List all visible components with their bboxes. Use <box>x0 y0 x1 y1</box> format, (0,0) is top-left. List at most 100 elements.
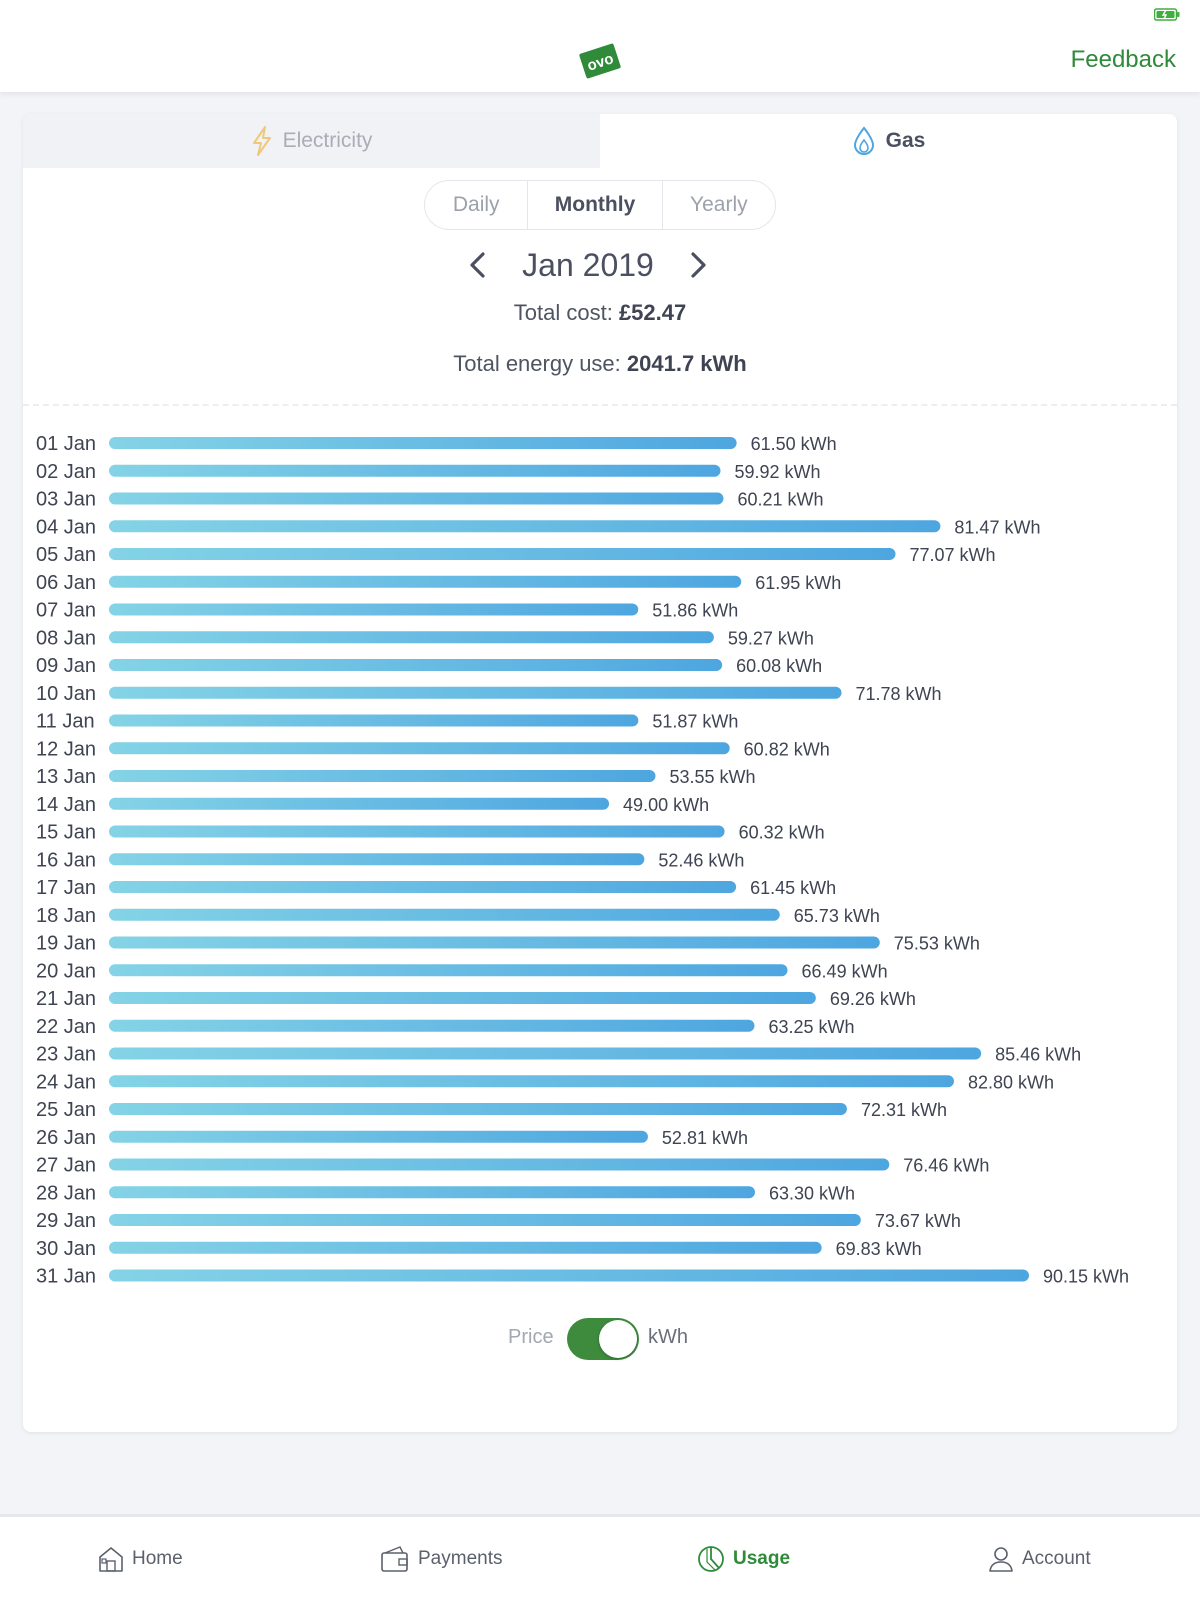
usage-bar[interactable] <box>109 881 737 893</box>
price-kwh-toggle[interactable] <box>567 1318 639 1360</box>
usage-bar[interactable] <box>109 853 645 866</box>
bar-value-label: 76.46 kWh <box>903 1156 989 1176</box>
usage-bar[interactable] <box>109 714 639 727</box>
lightning-icon <box>252 126 271 156</box>
total-energy: Total energy use: 2041.7 kWh <box>23 351 1177 377</box>
usage-bar[interactable] <box>109 1214 861 1226</box>
bar-category-label: 27 Jan <box>36 1155 96 1177</box>
nav-account[interactable]: Account <box>988 1517 1091 1600</box>
tab-daily[interactable]: Daily <box>452 193 500 216</box>
bar-category-label: 14 Jan <box>36 794 96 816</box>
wallet-icon <box>381 1545 408 1572</box>
bar-value-label: 81.47 kWh <box>954 517 1040 537</box>
usage-bar[interactable] <box>109 1269 1029 1282</box>
usage-bar[interactable] <box>109 603 639 616</box>
usage-bar[interactable] <box>109 437 737 449</box>
usage-bar[interactable] <box>109 492 724 505</box>
bar-value-label: 52.81 kWh <box>662 1128 748 1148</box>
bar-category-label: 18 Jan <box>36 905 96 927</box>
toggle-price-label: Price <box>508 1326 554 1348</box>
nav-payments-label: Payments <box>418 1547 503 1569</box>
bar-value-label: 75.53 kWh <box>894 934 980 954</box>
daily-usage-chart: 01 Jan 61.50 kWh 02 Jan 59.92 kWh 03 Jan 60.2… <box>36 433 1129 1288</box>
nav-usage-label: Usage <box>733 1547 791 1569</box>
person-icon <box>989 1546 1013 1572</box>
bar-category-label: 20 Jan <box>36 960 96 982</box>
bar-category-label: 08 Jan <box>36 627 96 649</box>
bar-category-label: 23 Jan <box>36 1044 96 1066</box>
usage-bar[interactable] <box>109 1158 890 1171</box>
usage-bar[interactable] <box>109 464 721 477</box>
bar-value-label: 59.92 kWh <box>734 462 820 482</box>
bar-category-label: 09 Jan <box>36 655 96 677</box>
divider <box>23 404 1177 406</box>
chevron-left-icon[interactable] <box>464 250 492 280</box>
bar-value-label: 85.46 kWh <box>995 1045 1081 1065</box>
bar-category-label: 25 Jan <box>36 1099 96 1121</box>
tab-monthly[interactable]: Monthly <box>527 181 663 229</box>
bar-value-label: 90.15 kWh <box>1043 1267 1129 1287</box>
bar-value-label: 66.49 kWh <box>802 961 888 981</box>
tab-yearly[interactable]: Yearly <box>690 193 748 216</box>
bar-value-label: 63.25 kWh <box>768 1017 854 1037</box>
nav-payments[interactable]: Payments <box>380 1517 502 1600</box>
tab-gas[interactable]: Gas <box>600 114 1177 168</box>
usage-bar[interactable] <box>109 1019 755 1032</box>
nav-home[interactable]: Home <box>98 1517 183 1600</box>
usage-bar[interactable] <box>109 908 780 921</box>
usage-bar[interactable] <box>109 992 816 1004</box>
bar-category-label: 03 Jan <box>36 489 96 511</box>
bar-value-label: 60.08 kWh <box>736 656 822 676</box>
total-cost: Total cost: £52.47 <box>23 300 1177 326</box>
usage-bar[interactable] <box>109 1075 954 1088</box>
fuel-tabs: Electricity Gas <box>23 114 1177 168</box>
bar-category-label: 19 Jan <box>36 933 96 955</box>
usage-bar[interactable] <box>109 575 742 588</box>
bar-value-label: 51.87 kWh <box>652 712 738 732</box>
bar-value-label: 51.86 kWh <box>652 601 738 621</box>
total-energy-label: Total energy use: <box>453 351 621 376</box>
toggle-knob <box>599 1320 637 1358</box>
feedback-link[interactable]: Feedback <box>1070 46 1176 73</box>
usage-bar[interactable] <box>109 1186 755 1199</box>
bar-value-label: 63.30 kWh <box>769 1183 855 1203</box>
usage-bar[interactable] <box>109 825 725 838</box>
bar-category-label: 26 Jan <box>36 1127 96 1149</box>
usage-bar[interactable] <box>109 964 788 977</box>
bar-category-label: 17 Jan <box>36 877 96 899</box>
bar-value-label: 72.31 kWh <box>861 1100 947 1120</box>
usage-bar[interactable] <box>109 520 941 533</box>
gas-flame-icon <box>853 126 874 155</box>
tab-gas-label: Gas <box>885 129 926 152</box>
usage-bar[interactable] <box>109 797 610 810</box>
usage-bar[interactable] <box>109 548 896 560</box>
total-energy-value: 2041.7 kWh <box>626 351 747 376</box>
bar-category-label: 10 Jan <box>36 683 96 705</box>
bar-category-label: 29 Jan <box>36 1210 96 1232</box>
battery-icon <box>1154 8 1180 21</box>
chevron-right-icon[interactable] <box>684 250 712 280</box>
usage-bar[interactable] <box>109 742 730 755</box>
bar-value-label: 77.07 kWh <box>910 545 996 565</box>
bar-category-label: 16 Jan <box>36 849 96 871</box>
bar-value-label: 60.21 kWh <box>737 490 823 510</box>
ovo-logo-icon: ovo <box>579 43 621 79</box>
nav-home-label: Home <box>132 1547 183 1569</box>
usage-bar[interactable] <box>109 1241 822 1254</box>
usage-bar[interactable] <box>109 770 656 782</box>
usage-bar[interactable] <box>109 686 842 699</box>
toggle-kwh-label: kWh <box>648 1326 688 1348</box>
usage-bar[interactable] <box>109 936 880 949</box>
usage-bar[interactable] <box>109 1130 648 1143</box>
nav-usage[interactable]: Usage <box>697 1517 790 1600</box>
usage-bar[interactable] <box>109 1103 847 1115</box>
usage-bar[interactable] <box>109 631 714 644</box>
tab-electricity[interactable]: Electricity <box>23 114 600 168</box>
bar-category-label: 05 Jan <box>36 544 96 566</box>
bar-value-label: 52.46 kWh <box>658 850 744 870</box>
bar-value-label: 61.50 kWh <box>751 434 837 454</box>
bar-category-label: 30 Jan <box>36 1238 96 1260</box>
usage-bar[interactable] <box>109 1047 982 1060</box>
usage-bar[interactable] <box>109 659 723 671</box>
bar-value-label: 82.80 kWh <box>968 1072 1054 1092</box>
